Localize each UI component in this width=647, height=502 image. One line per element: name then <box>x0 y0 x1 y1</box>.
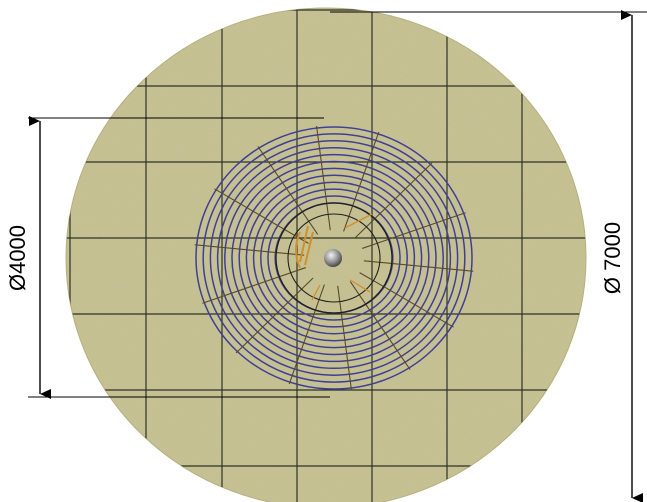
spiral-ring <box>209 140 459 376</box>
radial-bar <box>349 281 416 378</box>
spiral-ring <box>245 174 423 342</box>
spiral-ring <box>238 167 430 349</box>
radial-bar <box>363 260 474 273</box>
center-post-icon <box>324 249 342 267</box>
core-hook-2 <box>311 213 373 301</box>
core-hook <box>295 225 314 269</box>
spiral-ring <box>267 195 401 321</box>
radial-bars <box>194 125 474 391</box>
radial-bar <box>205 183 309 244</box>
spiral-ring <box>252 181 416 335</box>
spiral-reinforcement <box>195 126 473 390</box>
radial-bar <box>252 138 319 235</box>
radial-bar <box>354 155 440 239</box>
core-ring-inner <box>287 213 381 303</box>
radial-bar <box>314 125 331 231</box>
core-ring-outer <box>275 202 393 314</box>
radial-bar <box>194 267 306 308</box>
spiral-ring <box>260 188 408 328</box>
radial-bar <box>337 285 354 391</box>
outer-diameter-dimension: Ø 7000 <box>330 10 647 502</box>
spiral-ring <box>231 160 437 356</box>
radial-bar <box>359 272 463 333</box>
radial-bar <box>362 208 474 249</box>
spiral-ring <box>224 153 444 363</box>
radial-bar <box>285 284 325 391</box>
radial-bar <box>194 243 305 256</box>
core-detail <box>275 202 393 314</box>
inner-diameter-dimension: Ø4000 <box>5 116 330 399</box>
spiral-ring <box>202 133 466 383</box>
spiral-ring <box>216 146 452 370</box>
spiral-ring <box>195 126 473 390</box>
radial-bar <box>343 125 383 232</box>
radial-bar <box>228 277 314 361</box>
outer-diameter-label: Ø 7000 <box>600 222 625 294</box>
inner-diameter-label: Ø4000 <box>5 225 30 291</box>
